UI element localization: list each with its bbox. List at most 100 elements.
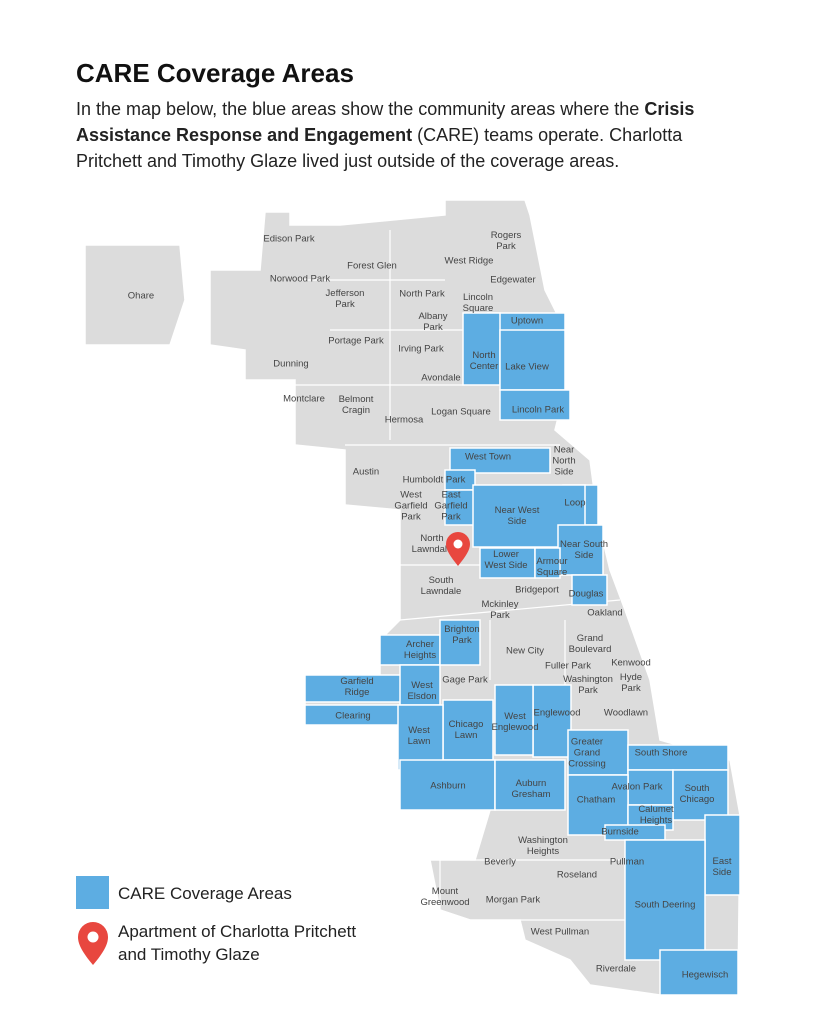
area-label: Humboldt Park xyxy=(403,475,466,486)
area-label: Hyde xyxy=(620,672,642,683)
area-label: West Pullman xyxy=(531,927,589,938)
coverage-area xyxy=(499,389,571,421)
area-label: West Ridge xyxy=(445,256,494,267)
coverage-area xyxy=(444,489,476,526)
area-label: Cragin xyxy=(342,405,370,416)
desc-bold: Crisis Assistance Response and Engagemen… xyxy=(76,99,695,145)
coverage-area xyxy=(479,547,536,579)
area-label: West Town xyxy=(465,452,511,463)
area-label: Beverly xyxy=(484,857,516,868)
area-label: Lincoln Park xyxy=(512,405,565,416)
area-label: Chatham xyxy=(577,795,616,806)
pin xyxy=(446,532,470,566)
area-label: Lawn xyxy=(455,730,478,741)
coverage-area xyxy=(704,814,741,896)
area-label: Ridge xyxy=(345,687,370,698)
area-label: North Park xyxy=(399,289,445,300)
coverage-area xyxy=(449,447,551,474)
area-label: Park xyxy=(452,635,472,646)
area-label: Near South xyxy=(560,539,608,550)
pin-hole xyxy=(453,539,463,549)
area-label: Woodlawn xyxy=(604,708,648,719)
area-label: Kenwood xyxy=(611,658,651,669)
desc-text: In the map below, the blue areas show th… xyxy=(76,99,645,119)
area-label: Side xyxy=(554,467,573,478)
area-label: Crossing xyxy=(568,759,606,770)
area-label: Bridgeport xyxy=(515,585,559,596)
area-label: Center xyxy=(470,361,499,372)
area-label: Near West xyxy=(495,505,540,516)
area-label: Park xyxy=(496,241,516,252)
area-label: Square xyxy=(537,567,568,578)
area-label: Chicago xyxy=(680,794,715,805)
area-label: Chicago xyxy=(449,719,484,730)
area-label: Heights xyxy=(404,650,436,661)
area-label: Lake View xyxy=(505,362,549,373)
area-label: Gresham xyxy=(511,789,550,800)
area-label: Washington xyxy=(563,674,613,685)
area-label: Garfield xyxy=(434,501,467,512)
area-label: Portage Park xyxy=(328,336,384,347)
area-label: Lincoln xyxy=(463,292,493,303)
area-label: Roseland xyxy=(557,870,597,881)
coverage-area xyxy=(532,684,572,758)
area-label: Elsdon xyxy=(407,691,436,702)
desc-text: (CARE) teams operate. Charlotta Pritchet… xyxy=(76,125,683,171)
area-label: Montclare xyxy=(283,394,325,405)
area-label: North xyxy=(472,350,495,361)
coverage-area xyxy=(379,634,441,666)
area-label: Park xyxy=(490,610,510,621)
coverage-area xyxy=(494,759,566,811)
coverage-area xyxy=(624,839,706,961)
area-label: North xyxy=(420,533,443,544)
area-label: Logan Square xyxy=(431,407,491,418)
legend-pin-hole xyxy=(87,931,99,943)
area-label: Square xyxy=(463,303,494,314)
area-label: Rogers xyxy=(491,230,522,241)
area-label: West xyxy=(504,711,526,722)
coverage-area xyxy=(494,684,534,756)
area-label: Lawndale xyxy=(412,544,453,555)
area-label: Calumet xyxy=(638,804,674,815)
legend-label: CARE Coverage Areas xyxy=(118,884,292,903)
area-label: Side xyxy=(507,516,526,527)
area-label: Avalon Park xyxy=(611,782,662,793)
area-label: Avondale xyxy=(421,373,460,384)
title: CARE Coverage Areas xyxy=(76,58,354,88)
area-label: Burnside xyxy=(601,827,639,838)
area-label: Fuller Park xyxy=(545,661,591,672)
area-label: Loop xyxy=(564,498,585,509)
area-label: Mount xyxy=(432,886,459,897)
area-label: South Shore xyxy=(635,748,688,759)
area-label: Park xyxy=(578,685,598,696)
area-label: West xyxy=(408,725,430,736)
area-label: Boulevard xyxy=(569,644,612,655)
area-label: Lawn xyxy=(408,736,431,747)
area-label: Armour xyxy=(536,556,567,567)
area-label: West Side xyxy=(484,560,527,571)
area-label: West xyxy=(400,490,422,501)
area-label: Douglas xyxy=(569,589,604,600)
area-label: Englewood xyxy=(491,722,538,733)
area-label: Ohare xyxy=(128,291,154,302)
coverage xyxy=(304,312,741,996)
area-label: Brighton xyxy=(444,624,479,635)
area-label: Riverdale xyxy=(596,964,636,975)
area-label: East xyxy=(712,856,731,867)
area-label: Jefferson xyxy=(326,288,365,299)
area-label: Heights xyxy=(527,846,559,857)
area-label: Norwood Park xyxy=(270,274,330,285)
area-label: North xyxy=(552,456,575,467)
area-label: Archer xyxy=(406,639,434,650)
area-label: Hermosa xyxy=(385,415,424,426)
coverage-area xyxy=(439,619,481,666)
area-label: East xyxy=(441,490,460,501)
area-label: Forest Glen xyxy=(347,261,397,272)
coverage-area xyxy=(304,674,406,703)
area-label: Oakland xyxy=(587,608,622,619)
coverage-area xyxy=(659,949,739,996)
area-label: Park xyxy=(621,683,641,694)
